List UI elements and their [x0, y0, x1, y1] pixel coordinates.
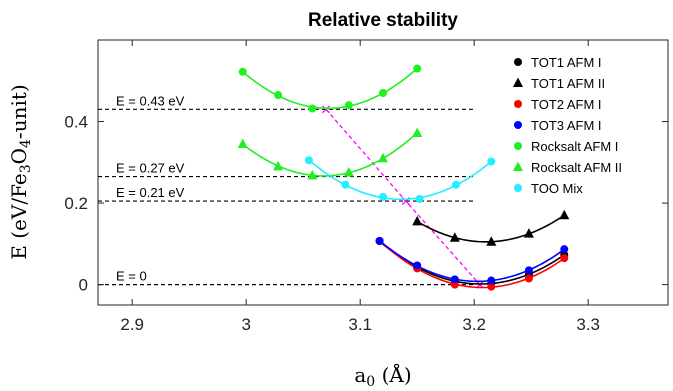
legend-label: TOT3 AFM I: [531, 118, 602, 133]
data-point: [412, 127, 423, 137]
data-point: [523, 228, 534, 238]
energy-reference-lines: E = 0.43 eV E = 0.27 eV E = 0.21 eV E = 0: [98, 93, 475, 286]
legend: TOT1 AFM I TOT1 AFM II TOT2 AFM I TOT3 AFM …: [513, 55, 622, 196]
x-tick-label: 3.3: [576, 315, 600, 334]
data-point: [412, 215, 423, 226]
data-point: [273, 160, 284, 171]
data-point: [487, 282, 496, 291]
data-point: [413, 261, 422, 270]
y-axis-ticks: 0 0.2 0.4: [64, 113, 668, 295]
legend-entry: TOT3 AFM I: [514, 118, 602, 133]
energy-annotation: E = 0.43 eV: [116, 93, 185, 108]
x-axis-label: a0 (Å): [354, 362, 411, 390]
fit-curve: [379, 240, 565, 283]
fit-curve: [242, 132, 418, 177]
legend-entry: TOT2 AFM I: [514, 97, 602, 112]
fit-curve: [242, 67, 418, 110]
data-markers: [237, 64, 570, 291]
data-point: [415, 195, 424, 203]
data-point: [413, 64, 422, 73]
legend-marker: [514, 121, 522, 129]
legend-entry: TOT1 AFM I: [514, 55, 602, 70]
x-axis-ticks: 2.9 3 3.1 3.2 3.3: [120, 40, 600, 334]
data-point: [238, 67, 247, 76]
data-point: [449, 232, 460, 242]
data-point: [307, 169, 318, 180]
data-point: [524, 266, 533, 275]
data-point: [341, 180, 350, 189]
legend-marker: [513, 161, 523, 171]
data-point: [486, 236, 497, 246]
legend-label: TOT1 AFM II: [531, 76, 605, 91]
legend-label: TOO Mix: [531, 181, 583, 196]
minima-path: [322, 105, 484, 289]
legend-label: Rocksalt AFM I: [531, 139, 618, 154]
data-point: [378, 152, 388, 163]
y-tick-label: 0.2: [64, 194, 88, 213]
legend-marker: [514, 100, 522, 108]
legend-entry: TOT1 AFM II: [513, 76, 605, 91]
legend-marker: [514, 184, 522, 192]
legend-entry: Rocksalt AFM II: [513, 160, 622, 175]
legend-marker: [514, 58, 522, 66]
data-point: [487, 276, 496, 285]
legend-entry: TOO Mix: [514, 181, 583, 196]
data-point: [379, 192, 387, 201]
data-point: [308, 104, 317, 113]
data-point: [237, 138, 248, 148]
data-point: [560, 254, 569, 263]
y-tick-label: 0: [79, 276, 88, 295]
legend-entry: Rocksalt AFM I: [514, 139, 618, 154]
chart-title: Relative stability: [308, 10, 458, 31]
energy-annotation: E = 0: [116, 269, 147, 284]
data-point: [524, 274, 533, 283]
fit-curve: [379, 240, 565, 289]
y-tick-label: 0.4: [64, 113, 88, 132]
plot-frame: [97, 39, 669, 306]
energy-annotation: E = 0.21 eV: [116, 185, 185, 200]
x-tick-label: 3.1: [348, 315, 372, 334]
data-point: [304, 156, 313, 165]
y-axis-label: E (eV/Fe3O4-unit): [7, 84, 34, 259]
energy-annotation: E = 0.27 eV: [116, 161, 185, 176]
data-point: [375, 236, 384, 245]
data-point: [344, 101, 353, 110]
data-point: [487, 157, 496, 166]
legend-label: TOT2 AFM I: [531, 97, 602, 112]
data-point: [560, 245, 569, 254]
fit-curve: [308, 159, 492, 201]
fitted-curves: [242, 67, 565, 289]
legend-label: Rocksalt AFM II: [531, 160, 622, 175]
x-tick-label: 2.9: [120, 315, 144, 334]
data-point: [274, 91, 283, 100]
data-point: [450, 275, 459, 284]
data-point: [343, 167, 354, 177]
data-point: [559, 209, 570, 220]
legend-label: TOT1 AFM I: [531, 55, 602, 70]
x-tick-label: 3: [241, 315, 250, 334]
legend-marker: [514, 142, 522, 150]
minimum-marker: [322, 105, 330, 114]
x-tick-label: 3.2: [462, 315, 486, 334]
data-point: [379, 89, 387, 97]
legend-marker: [513, 77, 523, 87]
data-point: [451, 180, 460, 189]
fit-curve: [379, 240, 565, 285]
